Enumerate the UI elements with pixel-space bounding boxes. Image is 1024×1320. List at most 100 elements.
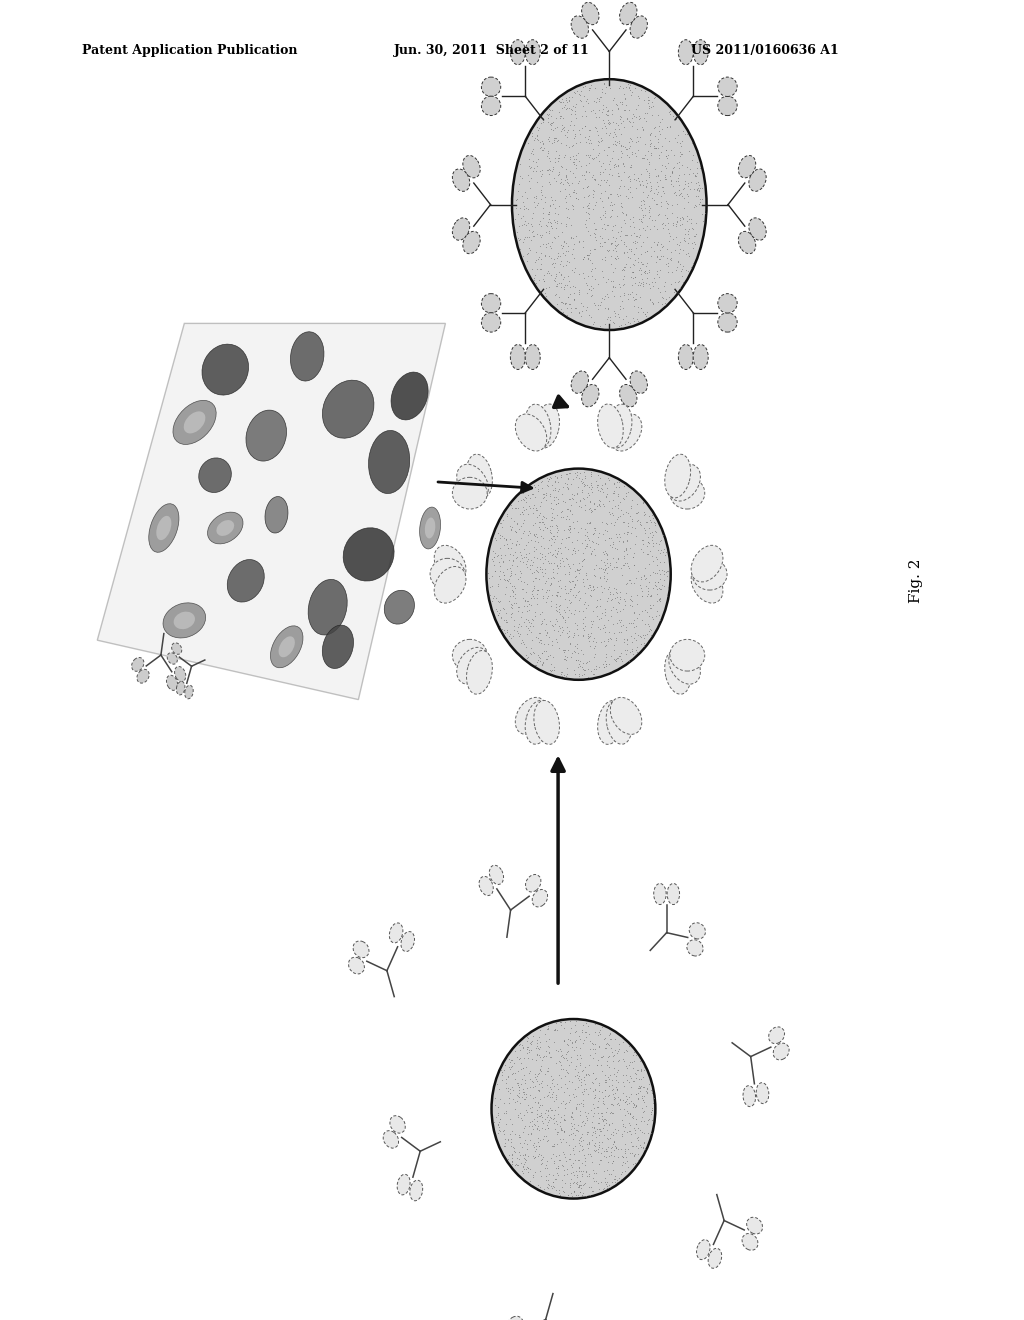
Point xyxy=(521,620,538,642)
Point xyxy=(571,587,588,609)
Point xyxy=(567,586,584,607)
Point xyxy=(681,209,697,230)
Point xyxy=(558,477,574,498)
Point xyxy=(522,178,539,199)
Point xyxy=(597,123,613,144)
Point xyxy=(550,537,566,558)
Point xyxy=(529,1127,546,1148)
Point xyxy=(556,1105,572,1126)
Point xyxy=(530,1080,547,1101)
Point xyxy=(582,1143,598,1164)
Point xyxy=(498,529,514,550)
Point xyxy=(594,618,610,639)
Ellipse shape xyxy=(176,681,185,694)
Point xyxy=(591,174,607,195)
Point xyxy=(589,1055,605,1076)
Point xyxy=(522,1060,539,1081)
Point xyxy=(547,466,563,487)
Point xyxy=(540,1130,556,1151)
Point xyxy=(559,98,575,119)
Point xyxy=(580,1137,596,1158)
Point xyxy=(610,471,627,492)
Point xyxy=(566,180,583,201)
Point xyxy=(546,1090,562,1111)
Point xyxy=(560,90,577,111)
Point xyxy=(617,502,634,523)
Ellipse shape xyxy=(481,96,501,116)
Point xyxy=(584,1032,600,1053)
Point xyxy=(607,477,624,498)
Point xyxy=(596,614,612,635)
Point xyxy=(614,153,631,174)
Point xyxy=(674,154,690,176)
Point xyxy=(636,193,652,214)
Point xyxy=(542,611,558,632)
Point xyxy=(603,191,620,213)
Point xyxy=(580,248,596,269)
Point xyxy=(540,585,556,606)
Point xyxy=(581,574,597,595)
Point xyxy=(497,1135,513,1156)
Ellipse shape xyxy=(383,1131,398,1148)
Point xyxy=(550,1144,566,1166)
Point xyxy=(599,513,615,535)
Point xyxy=(540,568,556,589)
Point xyxy=(571,1028,588,1049)
Point xyxy=(559,627,575,648)
Point xyxy=(535,112,551,133)
Point xyxy=(672,239,688,260)
Point xyxy=(647,521,664,543)
Point xyxy=(650,560,667,581)
Point xyxy=(539,1158,555,1179)
Point xyxy=(627,232,643,253)
Point xyxy=(549,517,565,539)
Point xyxy=(521,1085,538,1106)
Point xyxy=(592,164,608,185)
Point xyxy=(569,477,586,498)
Point xyxy=(626,1144,642,1166)
Point xyxy=(624,516,640,537)
Point xyxy=(502,623,518,644)
Point xyxy=(515,231,531,252)
Point xyxy=(518,573,535,594)
Point xyxy=(534,1118,550,1139)
Point xyxy=(623,154,639,176)
Point xyxy=(512,165,528,186)
Point xyxy=(585,1039,601,1060)
Point xyxy=(500,1065,516,1086)
Point xyxy=(526,531,543,552)
Point xyxy=(594,228,610,249)
Point xyxy=(502,557,518,578)
Point xyxy=(694,189,711,210)
Point xyxy=(622,1104,638,1125)
Point xyxy=(581,119,597,140)
Point xyxy=(553,467,569,488)
Point xyxy=(541,1036,557,1057)
Point xyxy=(558,463,574,484)
Point xyxy=(586,664,602,685)
Point xyxy=(556,1031,572,1052)
Point xyxy=(655,246,672,267)
Point xyxy=(604,1151,621,1172)
Point xyxy=(605,133,622,154)
Point xyxy=(628,226,644,247)
Point xyxy=(574,117,591,139)
Point xyxy=(614,1082,631,1104)
Point xyxy=(633,243,649,264)
Point xyxy=(568,1097,585,1118)
Point xyxy=(604,1122,621,1143)
Point xyxy=(626,1107,642,1129)
Point xyxy=(591,88,607,110)
Point xyxy=(603,645,620,667)
Point xyxy=(507,583,523,605)
Point xyxy=(580,145,596,166)
Point xyxy=(609,508,626,529)
Point xyxy=(530,117,547,139)
Point xyxy=(548,494,564,515)
Point xyxy=(578,1160,594,1181)
Point xyxy=(627,1071,643,1092)
Point xyxy=(585,99,601,120)
Point xyxy=(603,589,620,610)
Point xyxy=(568,614,585,635)
Point xyxy=(532,512,549,533)
